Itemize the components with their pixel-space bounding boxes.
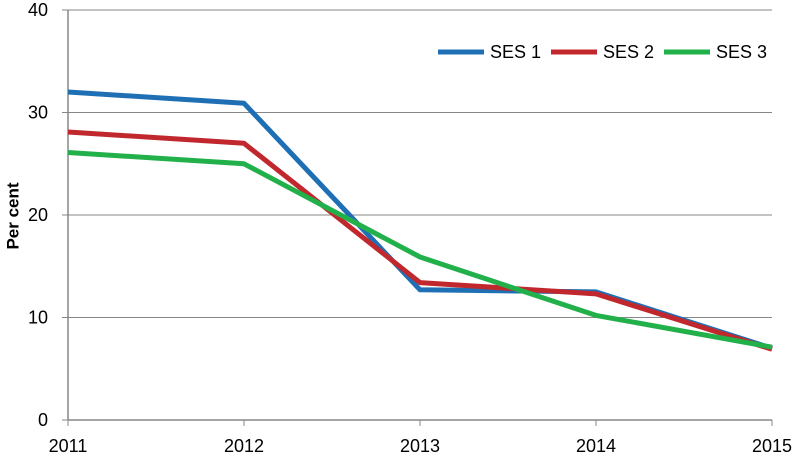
- y-axis-title: Per cent: [4, 182, 23, 249]
- y-tick-label: 0: [38, 410, 48, 430]
- series-lines: [67, 89, 773, 352]
- x-tick-label: 2011: [49, 436, 88, 456]
- legend-label: SES 2: [603, 42, 654, 62]
- y-tick-label: 40: [28, 0, 48, 20]
- series-line-ses-3: [67, 150, 773, 350]
- legend: SES 1 SES 2 SES 3: [438, 42, 767, 62]
- series-line-ses-1: [67, 89, 773, 351]
- series-line-ses-2: [67, 129, 773, 352]
- legend-label: SES 3: [716, 42, 767, 62]
- gridlines: [62, 9, 773, 426]
- axes: [67, 10, 772, 421]
- x-tick-labels: 2011 2012 2013 2014 2015: [49, 436, 792, 456]
- y-tick-labels: 0 10 20 30 40: [28, 0, 48, 430]
- y-tick-label: 10: [28, 308, 48, 328]
- x-tick-label: 2013: [400, 436, 440, 456]
- y-tick-label: 30: [28, 103, 48, 123]
- legend-label: SES 1: [490, 42, 541, 62]
- x-tick-label: 2014: [576, 436, 616, 456]
- x-tick-label: 2012: [224, 436, 264, 456]
- y-tick-label: 20: [28, 205, 48, 225]
- x-tick-label: 2015: [752, 436, 792, 456]
